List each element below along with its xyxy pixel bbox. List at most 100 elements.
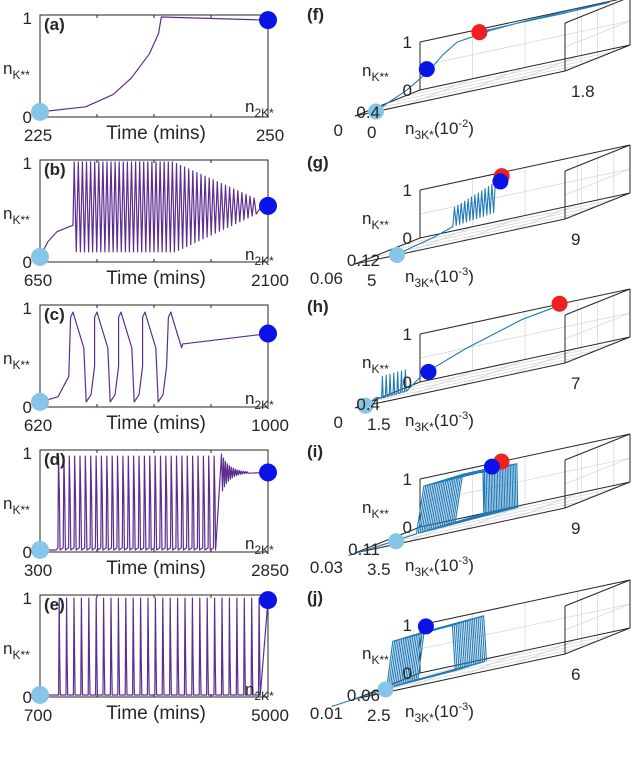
y-axis-label-main: n bbox=[3, 59, 12, 78]
box-edge bbox=[564, 336, 631, 364]
y-tick-label: 0.12 bbox=[347, 251, 380, 270]
box-edge bbox=[419, 288, 631, 335]
y-tick-label: 0.06 bbox=[347, 686, 380, 705]
box-edge bbox=[564, 579, 631, 607]
y-axis-label: nK** bbox=[3, 349, 30, 372]
y-tick-label: 1 bbox=[23, 299, 32, 318]
box-edge bbox=[419, 192, 631, 239]
grid-line bbox=[564, 457, 631, 485]
grid-line bbox=[564, 168, 631, 196]
y-axis-label-sub: K** bbox=[12, 68, 30, 82]
box-edge bbox=[419, 433, 631, 480]
y-axis-label-sub: K** bbox=[12, 648, 30, 662]
y-axis-label-main: n bbox=[3, 204, 12, 223]
x-axis-label: n3K*(10-2) bbox=[405, 118, 474, 142]
y-tick-label: 0 bbox=[334, 121, 343, 140]
y-axis-label: n2K* bbox=[245, 680, 274, 703]
x-tick-label: 650 bbox=[24, 271, 52, 290]
y-axis-label-sub: 2K* bbox=[254, 106, 274, 120]
x-tick-label: 9 bbox=[571, 519, 580, 538]
z-axis-label-sub: K** bbox=[371, 218, 389, 232]
z-tick-label: 1 bbox=[403, 325, 412, 344]
box-edge bbox=[564, 192, 631, 220]
z-tick-label: 0 bbox=[403, 229, 412, 248]
z-axis-label: nK** bbox=[362, 644, 389, 667]
y-axis-label: n2K* bbox=[245, 245, 274, 268]
x-axis-label-main: n bbox=[405, 702, 414, 721]
y-tick-label: 0.03 bbox=[310, 558, 343, 577]
x-axis-label: n3K*(10-3) bbox=[405, 266, 474, 290]
start-marker bbox=[377, 681, 394, 698]
x-tick-label: 0 bbox=[367, 123, 376, 142]
y-tick-label: 1 bbox=[23, 9, 32, 28]
z-tick-label: 0 bbox=[403, 518, 412, 537]
y-tick-label: 0.4 bbox=[356, 395, 380, 414]
x-tick-label: 1.8 bbox=[571, 82, 595, 101]
x-axis-label-main: n bbox=[405, 267, 414, 286]
z-axis-label-sub: K** bbox=[371, 362, 389, 376]
y-axis-label-sub: 2K* bbox=[254, 254, 274, 268]
y-axis-label: nK** bbox=[3, 639, 30, 662]
x-axis-label-sub: 3K* bbox=[414, 711, 434, 725]
x-tick-label: 5000 bbox=[251, 706, 289, 725]
end-marker bbox=[417, 618, 434, 635]
box-edge bbox=[419, 336, 631, 383]
grid-line bbox=[512, 55, 578, 83]
y-axis-label: nK** bbox=[3, 204, 30, 227]
grid-line bbox=[419, 168, 631, 215]
grid-line bbox=[512, 203, 578, 231]
grid-line bbox=[512, 347, 578, 375]
x-tick-label: 9 bbox=[571, 230, 580, 249]
grid-line bbox=[387, 205, 598, 252]
phase-trajectory bbox=[396, 177, 497, 256]
z-axis-label: nK** bbox=[362, 209, 389, 232]
x-axis-line bbox=[354, 70, 566, 117]
end-marker bbox=[259, 196, 277, 215]
end-marker bbox=[259, 591, 277, 610]
axes-box bbox=[39, 14, 269, 118]
end-marker bbox=[420, 363, 437, 380]
y-axis-line bbox=[354, 526, 421, 554]
z-tick-label: 0 bbox=[403, 81, 412, 100]
box-edge bbox=[419, 579, 631, 626]
x-axis-label-extra-1: -3 bbox=[458, 266, 468, 278]
fixed-point-marker bbox=[551, 295, 568, 312]
end-marker bbox=[259, 324, 277, 343]
panel-label: (d) bbox=[44, 450, 66, 469]
box-edge bbox=[564, 627, 631, 655]
end-marker bbox=[492, 173, 509, 190]
grid-line bbox=[371, 64, 582, 110]
z-tick-label: 0 bbox=[403, 664, 412, 683]
y-tick-label: 1 bbox=[23, 154, 32, 173]
box-edge bbox=[419, 144, 631, 191]
x-axis-label-sub: 3K* bbox=[414, 565, 434, 579]
y-axis-label-main: n bbox=[245, 97, 254, 116]
z-axis-label-main: n bbox=[362, 61, 371, 80]
y-axis-line bbox=[354, 237, 421, 265]
panel-label: (f) bbox=[307, 5, 324, 24]
panel-label: (h) bbox=[307, 297, 329, 316]
x-axis-label-extra-1: -2 bbox=[458, 118, 468, 130]
y-tick-label: 0.01 bbox=[310, 704, 343, 723]
time-series-line bbox=[39, 161, 268, 258]
end-marker bbox=[259, 463, 277, 482]
y-tick-label: 0 bbox=[23, 253, 32, 272]
box-edge bbox=[564, 288, 631, 316]
box-edge bbox=[564, 0, 624, 24]
x-axis-label: n3K*(10-3) bbox=[405, 410, 474, 434]
grid-line bbox=[387, 57, 598, 104]
start-marker bbox=[31, 540, 49, 559]
z-tick-label: 1 bbox=[403, 33, 412, 52]
panel-label: (j) bbox=[307, 588, 323, 607]
y-axis-label-main: n bbox=[3, 639, 12, 658]
panel-label: (c) bbox=[44, 305, 65, 324]
start-marker bbox=[368, 103, 384, 120]
